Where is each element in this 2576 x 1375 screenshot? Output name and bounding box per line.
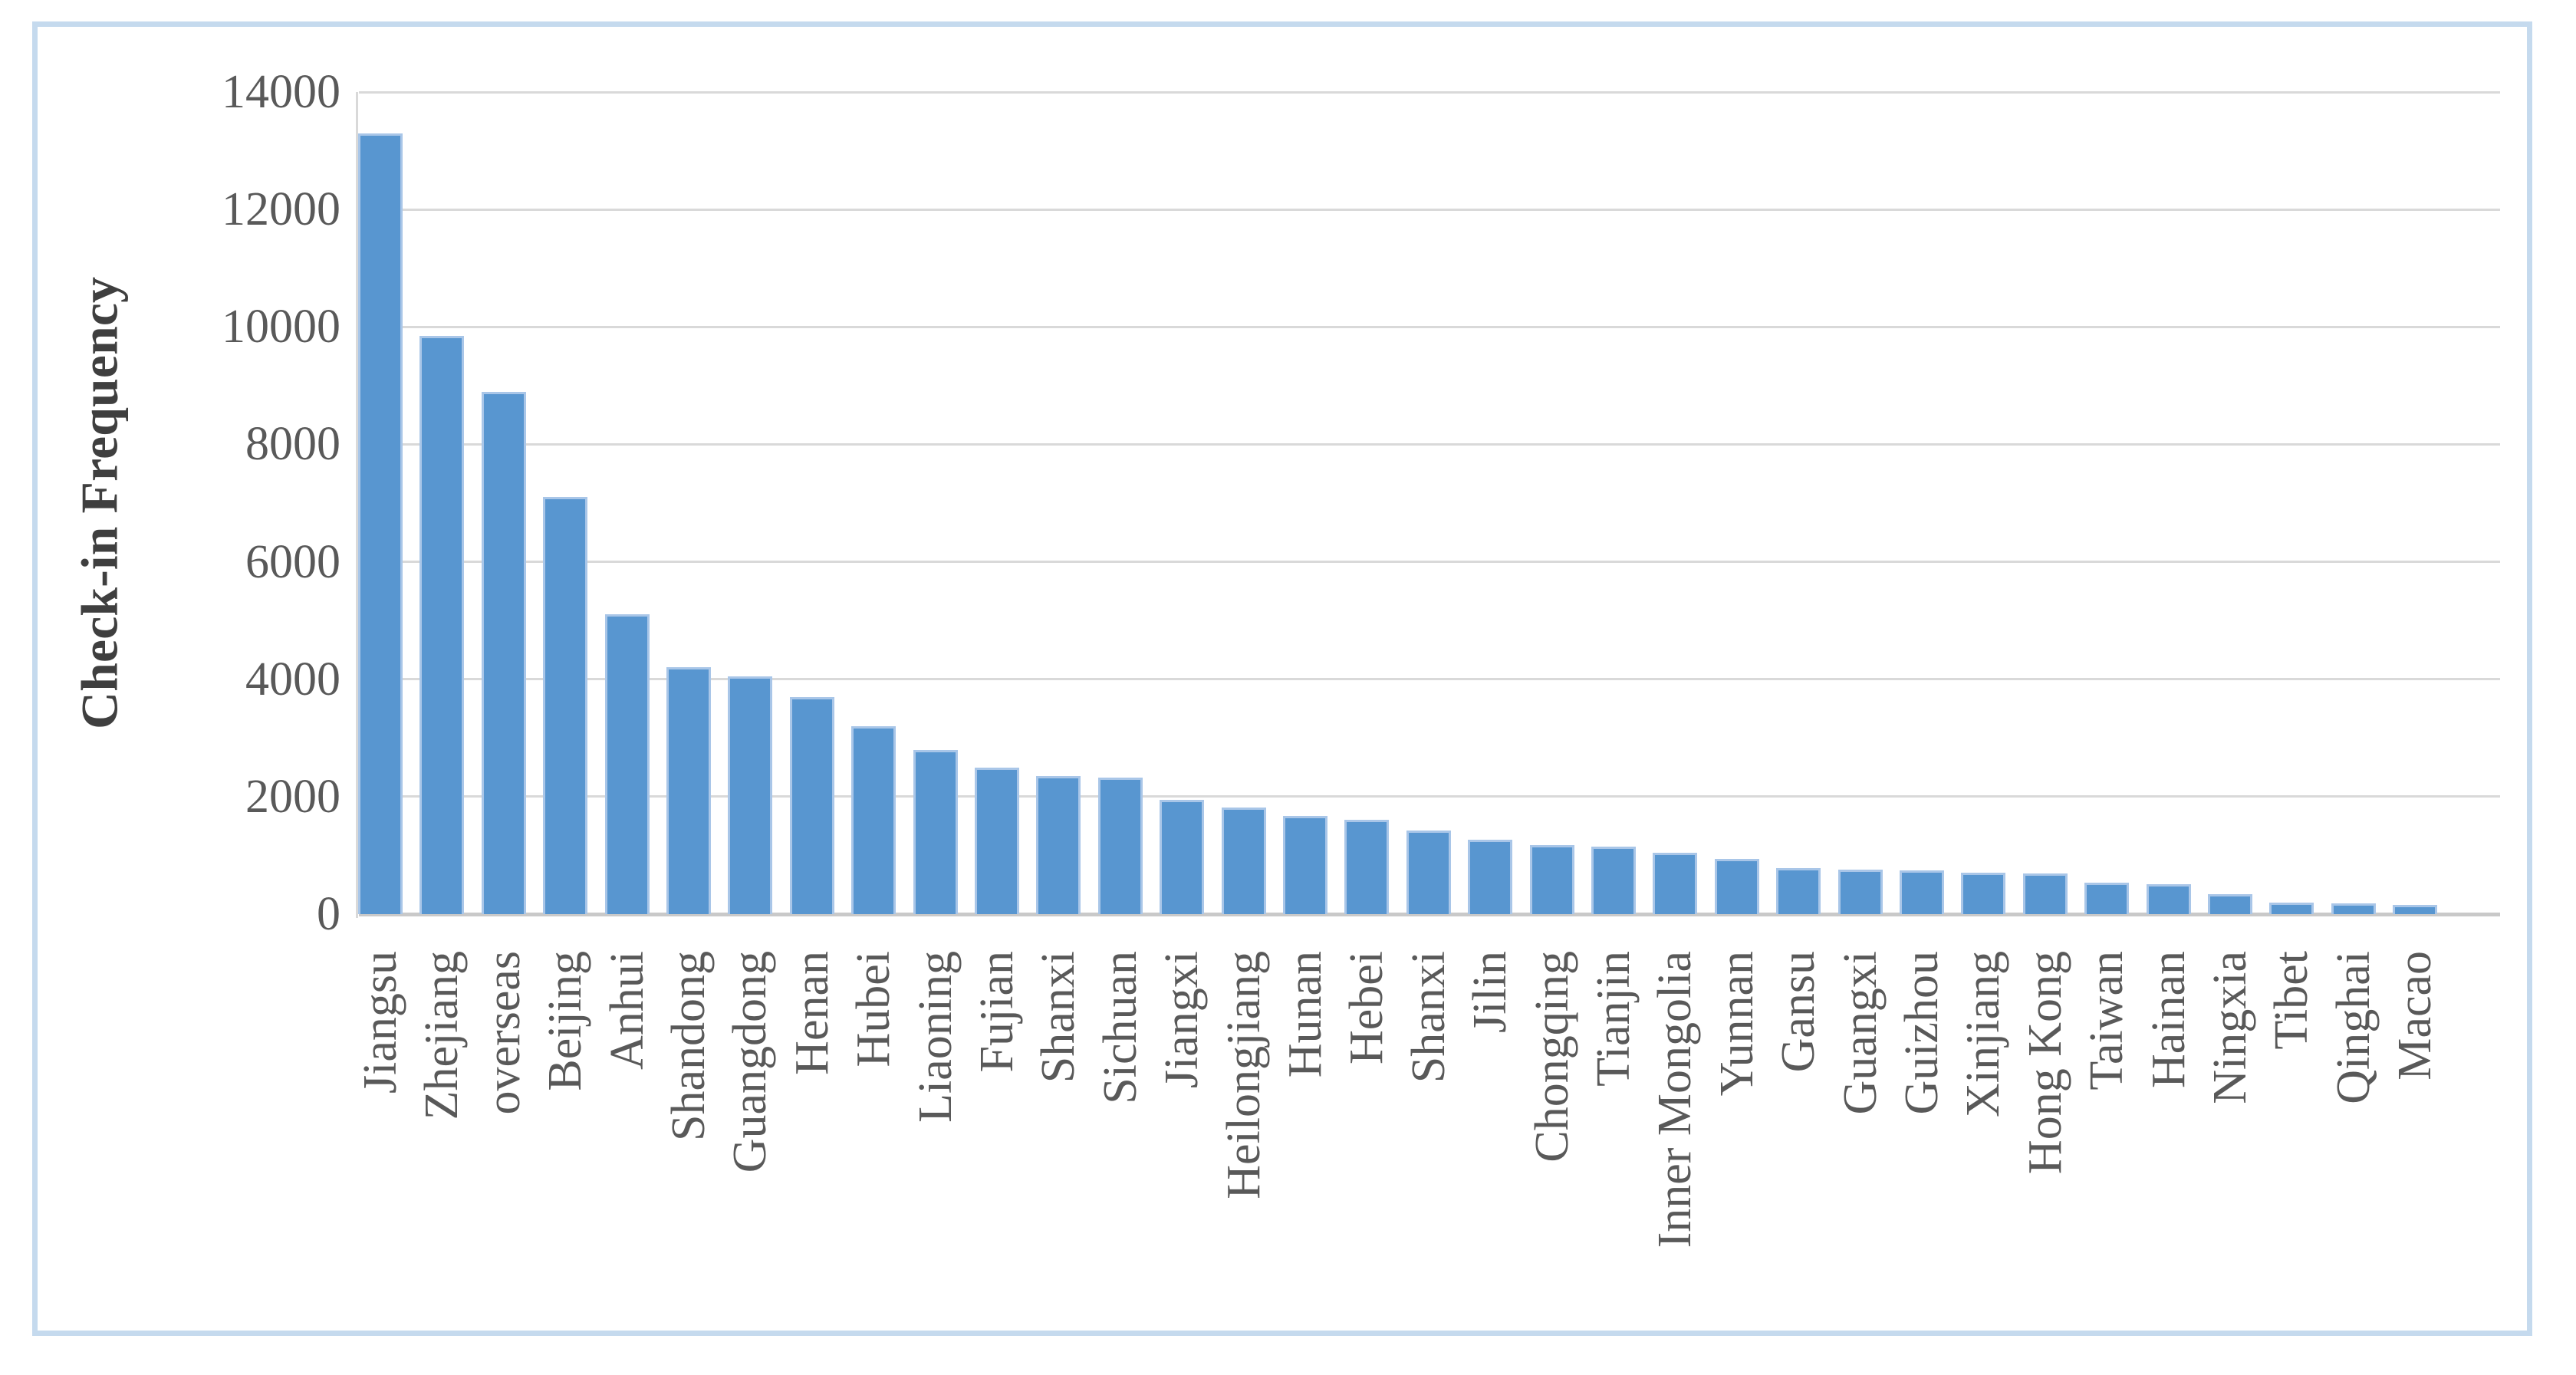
x-tick-label: Beijing <box>539 951 592 1091</box>
x-tick-label: Hunan <box>1279 951 1331 1078</box>
bar <box>2208 893 2252 914</box>
x-tick-label: Sichuan <box>1094 951 1147 1104</box>
x-axis-line <box>359 913 2500 916</box>
gridline <box>359 208 2500 211</box>
bar <box>728 676 773 914</box>
bar <box>1097 777 1143 914</box>
bar <box>543 497 588 914</box>
bar <box>1653 853 1698 914</box>
bar <box>975 767 1019 914</box>
x-tick-label: Anhui <box>600 951 653 1070</box>
x-tick-label: Guizhou <box>1896 951 1948 1115</box>
x-tick-label: Taiwan <box>2081 951 2134 1090</box>
x-tick-label: Tibet <box>2265 951 2318 1050</box>
bar <box>666 667 711 914</box>
y-tick-label: 10000 <box>222 301 341 354</box>
y-tick-label: 0 <box>317 888 341 940</box>
x-tick-label: Gansu <box>1772 951 1825 1073</box>
x-tick-label: Guangxi <box>1834 951 1887 1115</box>
x-tick-label: Yunnan <box>1710 951 1763 1097</box>
x-tick-label: Henan <box>785 951 838 1075</box>
x-tick-label: Jilin <box>1464 951 1517 1033</box>
x-tick-label: Hong Kong <box>2018 951 2071 1175</box>
plot-area <box>359 90 2500 916</box>
bar <box>1714 859 1759 914</box>
bar <box>1221 807 1266 914</box>
bar <box>913 749 958 914</box>
bar <box>481 391 526 914</box>
bar <box>1283 816 1327 914</box>
x-tick-label: Jiangxi <box>1156 951 1209 1089</box>
x-tick-label: Shanxi <box>1402 951 1455 1084</box>
gridline <box>359 442 2500 446</box>
x-tick-label: Fujian <box>971 951 1023 1073</box>
bar <box>789 696 834 914</box>
x-tick-label: Shanxi <box>1032 951 1085 1084</box>
bar <box>604 614 650 914</box>
x-tick-label: Hainan <box>2142 951 2195 1089</box>
x-tick-label: Hebei <box>1341 951 1393 1065</box>
gridline <box>359 561 2500 564</box>
bar <box>1591 846 1636 914</box>
x-tick-label: Chongqing <box>1525 951 1578 1163</box>
bar <box>1529 844 1574 914</box>
y-tick-label: 4000 <box>245 653 341 706</box>
x-tick-label: Liaoning <box>909 951 962 1123</box>
y-tick-label: 6000 <box>245 535 341 588</box>
x-tick-label: Xinjiang <box>1957 951 2010 1117</box>
gridline <box>359 678 2500 681</box>
x-tick-label: Inner Mongolia <box>1649 951 1702 1248</box>
x-tick-label: Macao <box>2389 951 2442 1081</box>
bar <box>1406 831 1451 914</box>
bar <box>1837 869 1883 914</box>
bar <box>1036 776 1081 914</box>
bar <box>851 725 897 914</box>
y-tick-label: 12000 <box>222 183 341 236</box>
x-tick-label: Guangdong <box>724 951 777 1173</box>
bar <box>419 335 465 914</box>
bar <box>1160 800 1205 914</box>
bar <box>2084 882 2130 914</box>
bar <box>1344 820 1390 914</box>
x-tick-label: Tianjin <box>1587 951 1640 1087</box>
y-axis-line <box>356 92 358 918</box>
bar <box>2331 903 2376 914</box>
x-tick-label: Jiangsu <box>354 951 406 1094</box>
bar <box>1776 868 1821 914</box>
bar <box>1900 870 1944 914</box>
y-tick-label: 8000 <box>245 418 341 471</box>
gridline <box>359 325 2500 328</box>
bar <box>1468 839 1513 914</box>
bar <box>2146 883 2191 914</box>
bar <box>2269 902 2314 914</box>
bar <box>2022 873 2068 914</box>
y-tick-label: 14000 <box>222 66 341 118</box>
x-tick-label: Hubei <box>847 951 900 1067</box>
x-tick-label: Ningxia <box>2204 951 2256 1104</box>
bar <box>358 133 403 914</box>
x-tick-label: Qinghai <box>2327 951 2380 1104</box>
gridline <box>359 795 2500 798</box>
x-tick-label: Zhejiang <box>416 951 469 1120</box>
gridline <box>359 90 2500 94</box>
x-tick-label: Shandong <box>663 951 715 1141</box>
y-tick-label: 2000 <box>245 770 341 823</box>
bar <box>2393 904 2438 914</box>
bar <box>1961 873 2006 914</box>
x-tick-label: overseas <box>477 951 530 1115</box>
x-tick-label: Heilongjiang <box>1217 951 1270 1199</box>
